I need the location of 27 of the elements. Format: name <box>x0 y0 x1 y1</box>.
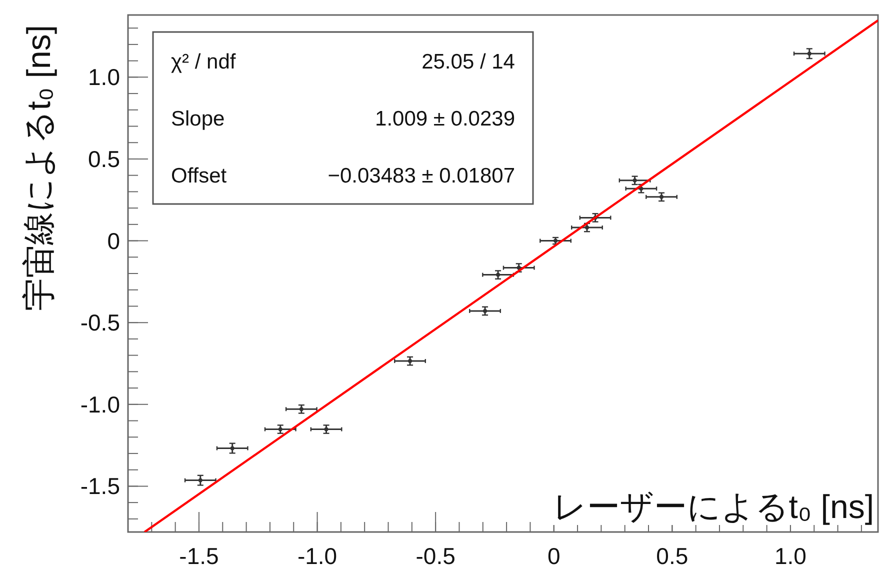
x-tick-label: -1.0 <box>297 543 338 569</box>
y-tick-label: -0.5 <box>80 310 120 336</box>
point <box>483 308 488 313</box>
y-tick-label: -1.0 <box>80 391 120 418</box>
x-axis-title: レーザーによるt₀ [ns] <box>552 488 874 525</box>
annotation: −0.03483 ± 0.01807 <box>328 164 515 188</box>
annotation: χ² / ndf <box>171 50 236 74</box>
point <box>198 478 202 482</box>
annotation: Offset <box>171 164 227 188</box>
y-tick-label: 0 <box>107 228 120 254</box>
annotation: 1.009 ± 0.0239 <box>375 108 515 130</box>
point <box>660 194 664 199</box>
y-axis-title: 宇宙線によるt₀ [ns] <box>20 25 57 312</box>
x-tick-label: -0.5 <box>416 543 456 569</box>
y-tick-label: 1.0 <box>88 64 120 90</box>
annotation: Slope <box>171 108 225 130</box>
point <box>584 226 589 230</box>
x-tick-label: -1.5 <box>179 543 219 569</box>
y-tick-label: -1.5 <box>80 473 120 500</box>
x-tick-label: 0.5 <box>656 543 688 569</box>
point <box>807 52 812 56</box>
x-tick-label: 0 <box>547 543 560 569</box>
x-tick-label: 1.0 <box>774 543 806 569</box>
point <box>230 446 234 450</box>
point <box>408 359 412 364</box>
annotation: 25.05 / 14 <box>422 50 516 74</box>
y-tick-label: 0.5 <box>88 146 120 172</box>
